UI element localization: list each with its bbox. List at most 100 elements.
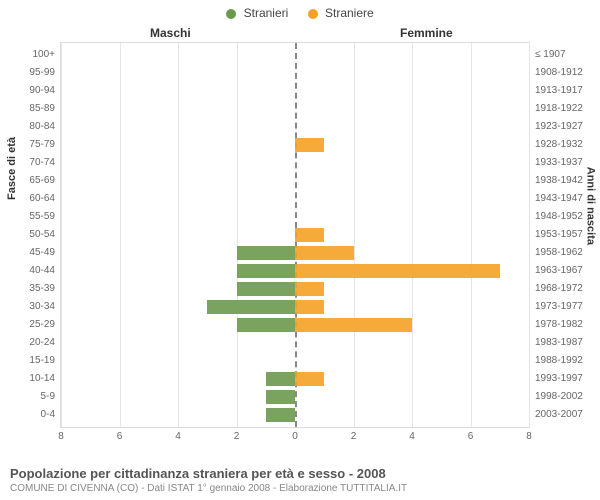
bar-female [295,300,324,314]
bar-male [237,246,296,260]
chart-subtitle: COMUNE DI CIVENNA (CO) - Dati ISTAT 1° g… [10,483,590,494]
data-row: 90-941913-1917 [61,82,529,100]
bar-female [295,372,324,386]
chart-title: Popolazione per cittadinanza straniera p… [10,466,590,481]
age-label: 5-9 [41,388,61,406]
data-row: 50-541953-1957 [61,226,529,244]
age-label: 20-24 [29,334,61,352]
age-label: 75-79 [29,136,61,154]
age-label: 35-39 [29,280,61,298]
data-row: 40-441963-1967 [61,262,529,280]
data-row: 20-241983-1987 [61,334,529,352]
legend-label-male: Stranieri [244,6,289,20]
age-label: 90-94 [29,82,61,100]
age-label: 10-14 [29,370,61,388]
bar-female [295,228,324,242]
birth-year-label: 1938-1942 [529,172,583,190]
birth-year-label: 1933-1937 [529,154,583,172]
age-label: 15-19 [29,352,61,370]
age-label: 0-4 [41,406,61,424]
data-row: 10-141993-1997 [61,370,529,388]
x-tick: 4 [175,427,181,442]
age-label: 40-44 [29,262,61,280]
birth-year-label: 1963-1967 [529,262,583,280]
age-label: 100+ [32,46,61,64]
x-tick: 6 [117,427,123,442]
legend-swatch-female [308,9,318,19]
x-tick: 0 [292,427,298,442]
bar-male [266,372,295,386]
data-row: 25-291978-1982 [61,316,529,334]
birth-year-label: 1908-1912 [529,64,583,82]
x-tick: 6 [468,427,474,442]
data-row: 15-191988-1992 [61,352,529,370]
x-tick: 8 [526,427,532,442]
age-label: 25-29 [29,316,61,334]
chart-footer: Popolazione per cittadinanza straniera p… [10,466,590,494]
x-tick: 2 [234,427,240,442]
data-row: 55-591948-1952 [61,208,529,226]
data-row: 35-391968-1972 [61,280,529,298]
birth-year-label: 1983-1987 [529,334,583,352]
y-axis-title-left: Fasce di età [6,137,18,200]
data-row: 85-891918-1922 [61,100,529,118]
age-label: 85-89 [29,100,61,118]
age-label: 80-84 [29,118,61,136]
birth-year-label: 1968-1972 [529,280,583,298]
birth-year-label: 1973-1977 [529,298,583,316]
legend-swatch-male [226,9,236,19]
age-label: 50-54 [29,226,61,244]
x-tick: 8 [58,427,64,442]
x-tick: 4 [409,427,415,442]
birth-year-label: 1988-1992 [529,352,583,370]
bar-male [266,390,295,404]
bar-male [237,282,296,296]
chart-container: Stranieri Straniere Maschi Femmine Fasce… [0,0,600,500]
data-row: 30-341973-1977 [61,298,529,316]
data-row: 95-991908-1912 [61,64,529,82]
x-tick: 2 [351,427,357,442]
bar-male [266,408,295,422]
legend: Stranieri Straniere [0,6,600,20]
bar-female [295,282,324,296]
data-row: 45-491958-1962 [61,244,529,262]
data-row: 65-691938-1942 [61,172,529,190]
birth-year-label: 1993-1997 [529,370,583,388]
legend-item-male: Stranieri [226,6,288,20]
plot-area: 022446688100+≤ 190795-991908-191290-9419… [60,42,530,428]
birth-year-label: 1998-2002 [529,388,583,406]
data-row: 60-641943-1947 [61,190,529,208]
birth-year-label: 1918-1922 [529,100,583,118]
column-header-male: Maschi [150,26,191,40]
data-row: 80-841923-1927 [61,118,529,136]
bar-male [207,300,295,314]
legend-item-female: Straniere [308,6,374,20]
birth-year-label: 1943-1947 [529,190,583,208]
bar-female [295,264,500,278]
birth-year-label: 1928-1932 [529,136,583,154]
data-row: 70-741933-1937 [61,154,529,172]
data-row: 100+≤ 1907 [61,46,529,64]
birth-year-label: 1948-1952 [529,208,583,226]
bar-female [295,138,324,152]
bar-female [295,246,354,260]
birth-year-label: 2003-2007 [529,406,583,424]
age-label: 30-34 [29,298,61,316]
birth-year-label: 1923-1927 [529,118,583,136]
data-row: 5-91998-2002 [61,388,529,406]
age-label: 45-49 [29,244,61,262]
age-label: 95-99 [29,64,61,82]
birth-year-label: ≤ 1907 [529,46,566,64]
birth-year-label: 1913-1917 [529,82,583,100]
age-label: 60-64 [29,190,61,208]
age-label: 70-74 [29,154,61,172]
bar-male [237,318,296,332]
bar-female [295,318,412,332]
birth-year-label: 1958-1962 [529,244,583,262]
legend-label-female: Straniere [325,6,374,20]
age-label: 55-59 [29,208,61,226]
age-label: 65-69 [29,172,61,190]
y-axis-title-right: Anni di nascita [584,167,596,245]
birth-year-label: 1953-1957 [529,226,583,244]
column-header-female: Femmine [400,26,453,40]
